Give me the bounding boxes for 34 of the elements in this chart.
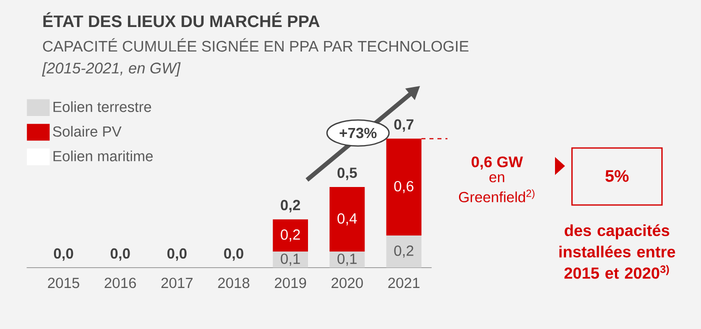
- total-label: 0,0: [110, 248, 130, 261]
- text: des capacités installées entre 2015 et 2020$^{3)}$: [559, 224, 676, 279]
- bar: [330, 187, 365, 252]
- total-label: 0,7: [394, 119, 414, 132]
- data-label: 0,1: [338, 254, 357, 266]
- total-label: 0,0: [54, 248, 74, 261]
- x-tick-label: 2015: [48, 278, 80, 288]
- legend-label: Eolien terrestre: [54, 101, 152, 112]
- chart-title: ÉTAT DES LIEUX DU MARCHÉ PPA: [43, 12, 320, 28]
- x-tick-label: 2016: [104, 278, 136, 288]
- bar: [386, 235, 422, 268]
- text: 0,6 GW: [472, 156, 523, 170]
- x-tick-label: 2020: [332, 278, 363, 288]
- chart-subtitle: CAPACITÉ CUMULÉE SIGNÉE EN PPA PAR TECHNOLOGIE: [43, 38, 468, 52]
- data-label: 0,4: [338, 213, 357, 226]
- x-tick-label: 2019: [274, 278, 306, 288]
- bar: [272, 219, 308, 252]
- x-tick-label: 2017: [161, 278, 193, 288]
- legend-label: Eolien maritime: [54, 150, 153, 162]
- legend-label: Solaire PV: [52, 126, 122, 137]
- data-label: 0,1: [280, 254, 300, 266]
- text: 5%: [605, 170, 629, 182]
- total-label: 0,0: [167, 248, 187, 261]
- text: [2015-2021, en GW]: [42, 62, 181, 77]
- text: en Greenfield$^{2)}$: [458, 174, 534, 202]
- data-label: 0,6: [394, 181, 414, 194]
- data-label: 0,2: [280, 229, 300, 242]
- total-label: 0,5: [338, 168, 357, 180]
- x-tick-label: 2021: [388, 278, 420, 288]
- data-label: 0,2: [394, 246, 414, 258]
- total-label: 0,0: [224, 248, 244, 261]
- x-tick-label: 2018: [218, 278, 250, 288]
- text: +73%: [340, 128, 377, 138]
- total-label: 0,2: [280, 200, 300, 212]
